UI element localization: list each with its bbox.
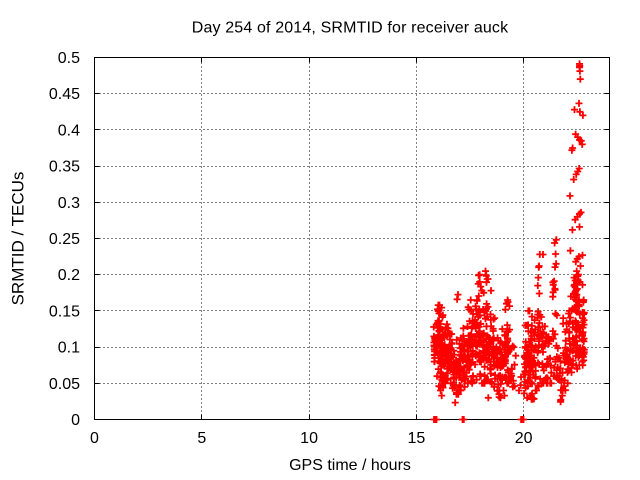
svg-text:0: 0: [71, 412, 80, 429]
svg-text:5: 5: [197, 430, 206, 447]
svg-text:0.35: 0.35: [49, 159, 80, 176]
svg-text:0: 0: [90, 430, 99, 447]
svg-text:0.25: 0.25: [49, 231, 80, 248]
svg-text:0.2: 0.2: [58, 267, 80, 284]
svg-text:GPS time / hours: GPS time / hours: [289, 457, 411, 474]
svg-text:0.45: 0.45: [49, 86, 80, 103]
svg-text:15: 15: [407, 430, 425, 447]
svg-text:SRMTID / TECUs: SRMTID / TECUs: [9, 172, 28, 306]
svg-text:10: 10: [300, 430, 318, 447]
svg-text:0.15: 0.15: [49, 303, 80, 320]
svg-text:0.4: 0.4: [58, 122, 80, 139]
svg-text:Day 254 of 2014, SRMTID for re: Day 254 of 2014, SRMTID for receiver auc…: [192, 20, 509, 37]
svg-text:0.5: 0.5: [58, 50, 80, 67]
svg-text:0.05: 0.05: [49, 376, 80, 393]
svg-text:0.1: 0.1: [58, 340, 80, 357]
svg-text:20: 20: [515, 430, 533, 447]
svg-text:0.3: 0.3: [58, 195, 80, 212]
